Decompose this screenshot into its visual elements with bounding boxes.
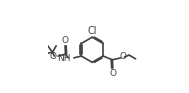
Text: O: O [49,52,56,61]
Text: O: O [109,69,116,78]
Text: O: O [62,36,69,45]
Text: O: O [119,52,126,61]
Text: NH: NH [58,54,71,63]
Text: Cl: Cl [88,26,97,36]
